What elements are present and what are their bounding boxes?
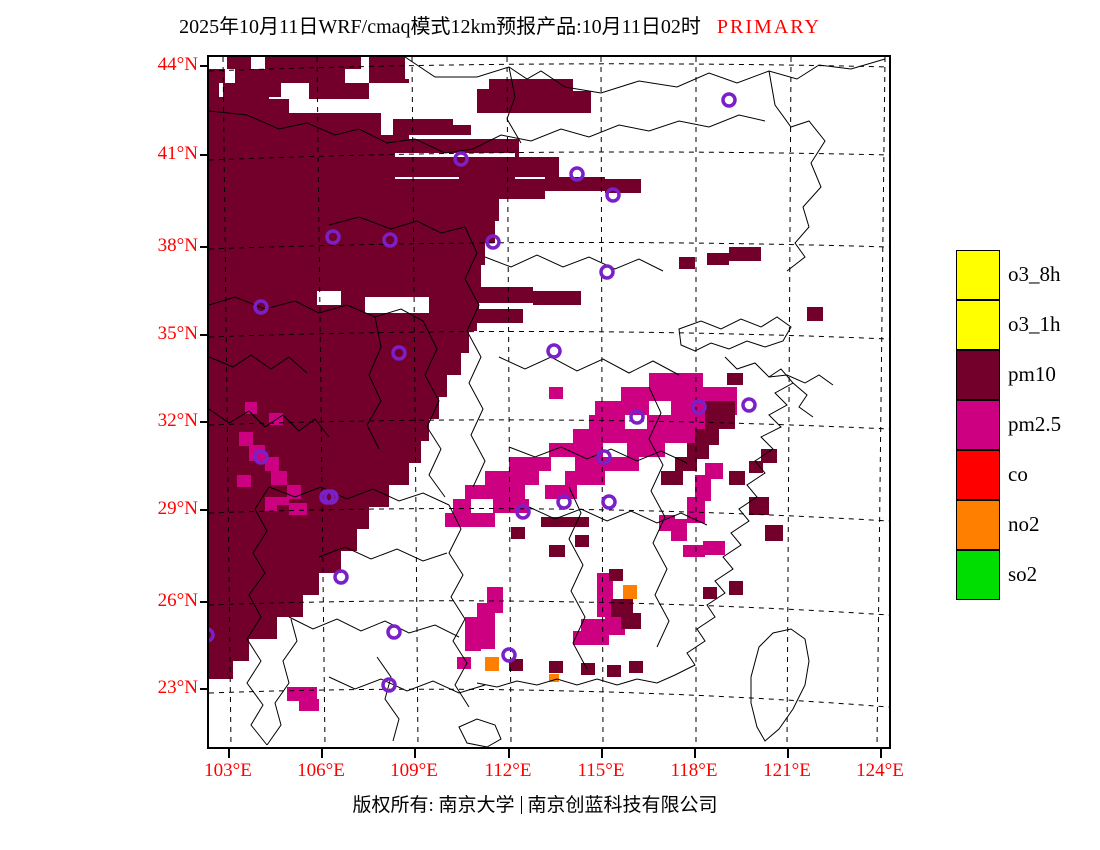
- x-tick-label: 106°E: [297, 760, 345, 781]
- y-tick-label: 23°N: [157, 677, 198, 698]
- map-plot-area[interactable]: [207, 55, 891, 749]
- legend-label: o3_8h: [1008, 262, 1061, 286]
- legend-swatch: [956, 400, 1000, 450]
- legend-swatch: [956, 350, 1000, 400]
- legend-label: pm10: [1008, 362, 1056, 386]
- y-tick-mark: [200, 65, 209, 67]
- y-tick-label: 29°N: [157, 498, 198, 519]
- legend-label: so2: [1008, 562, 1038, 586]
- administrative-boundaries: [209, 57, 886, 747]
- map-svg: [209, 57, 889, 747]
- y-tick-label: 38°N: [157, 235, 198, 256]
- x-tick-mark: [880, 749, 882, 758]
- y-tick-mark: [200, 154, 209, 156]
- station-markers[interactable]: [209, 92, 757, 693]
- copyright-right: 南京创蓝科技有限公司: [527, 795, 718, 816]
- x-tick-mark: [694, 749, 696, 758]
- x-tick-label: 103°E: [204, 760, 252, 781]
- x-tick-mark: [508, 749, 510, 758]
- x-tick-label: 112°E: [484, 760, 532, 781]
- legend-swatch: [956, 550, 1000, 600]
- x-tick-mark: [787, 749, 789, 758]
- x-tick-label: 124°E: [856, 760, 904, 781]
- legend-swatch: [956, 300, 1000, 350]
- y-tick-mark: [200, 246, 209, 248]
- y-tick-mark: [200, 421, 209, 423]
- copyright-footer: 版权所有: 南京大学 南京创蓝科技有限公司: [0, 790, 1070, 817]
- y-tick-mark: [200, 334, 209, 336]
- copyright-left: 版权所有: 南京大学: [352, 795, 515, 816]
- graticule: [209, 57, 889, 747]
- legend-label: no2: [1008, 512, 1040, 536]
- legend-label: o3_1h: [1008, 312, 1061, 336]
- no2-cells: [485, 585, 637, 682]
- chart-title: 2025年10月11日WRF/cmaq模式12km预报产品:10月11日02时 P…: [0, 10, 1000, 39]
- y-tick-label: 35°N: [157, 323, 198, 344]
- legend-label: pm2.5: [1008, 412, 1062, 436]
- x-tick-mark: [601, 749, 603, 758]
- legend-swatch: [956, 250, 1000, 300]
- y-tick-label: 26°N: [157, 590, 198, 611]
- chart-title-text: 2025年10月11日WRF/cmaq模式12km预报产品:10月11日02时: [179, 16, 701, 38]
- chart-title-primary-label: PRIMARY: [716, 16, 821, 38]
- y-tick-label: 41°N: [157, 143, 198, 164]
- x-tick-label: 115°E: [577, 760, 625, 781]
- pm10-cells: [209, 57, 641, 679]
- x-tick-mark: [321, 749, 323, 758]
- x-tick-label: 121°E: [763, 760, 811, 781]
- x-tick-mark: [414, 749, 416, 758]
- x-tick-label: 109°E: [390, 760, 438, 781]
- y-tick-mark: [200, 601, 209, 603]
- y-tick-label: 44°N: [157, 54, 198, 75]
- x-tick-mark: [228, 749, 230, 758]
- y-tick-mark: [200, 688, 209, 690]
- legend-swatch: [956, 450, 1000, 500]
- footer-divider: [520, 796, 522, 814]
- y-tick-label: 32°N: [157, 410, 198, 431]
- legend-swatch: [956, 500, 1000, 550]
- y-tick-mark: [200, 509, 209, 511]
- x-tick-label: 118°E: [670, 760, 718, 781]
- legend-label: co: [1008, 462, 1028, 486]
